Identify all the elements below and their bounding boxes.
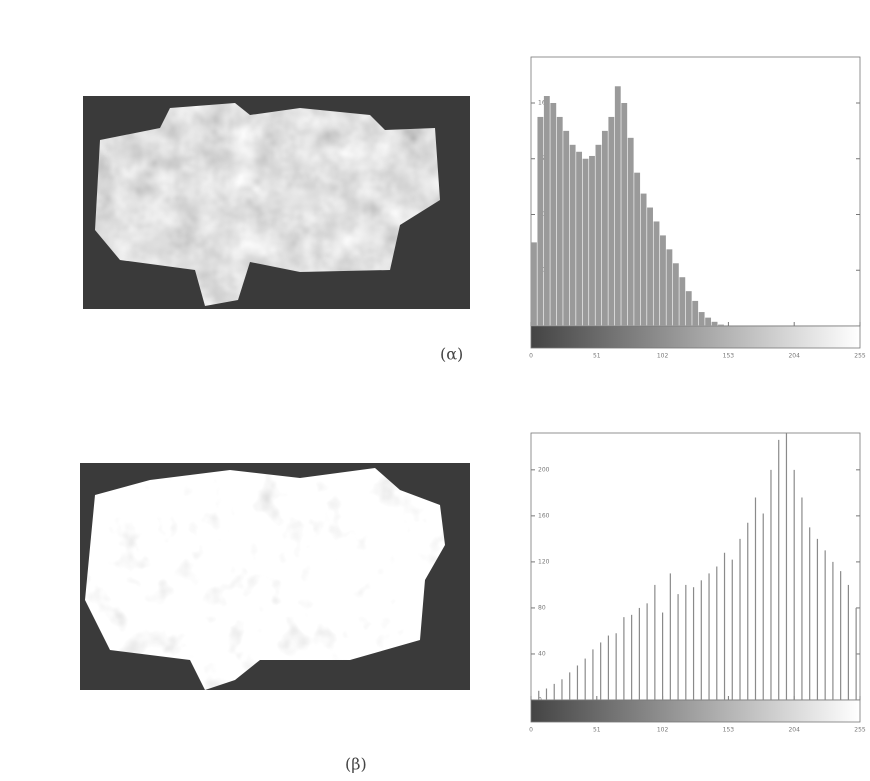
- bar: [627, 137, 634, 326]
- x-tick-label: 51: [593, 727, 601, 734]
- x-tick-label: 0: [529, 727, 533, 734]
- y-tick-label: 40: [538, 650, 546, 657]
- bar: [660, 235, 666, 326]
- bar: [666, 249, 673, 326]
- bar: [582, 158, 589, 326]
- image-region: [85, 468, 445, 690]
- x-tick-label: 102: [657, 727, 669, 734]
- x-tick-label: 153: [723, 353, 735, 360]
- bar: [543, 96, 550, 326]
- bar: [685, 291, 692, 326]
- bar: [679, 277, 686, 326]
- bar: [601, 130, 608, 326]
- bar: [672, 263, 679, 326]
- caption: (β): [345, 755, 367, 774]
- bar: [550, 102, 557, 327]
- colorbar: [530, 325, 861, 349]
- plot-frame: [530, 432, 861, 701]
- y-tick-label: 80: [538, 604, 546, 611]
- x-tick-label: 255: [854, 353, 866, 360]
- bar: [556, 116, 563, 326]
- bar: [531, 242, 537, 326]
- x-tick-label: 51: [593, 353, 601, 360]
- x-tick-label: 102: [657, 353, 669, 360]
- bar: [634, 172, 641, 326]
- bar: [589, 155, 595, 326]
- x-tick-label: 255: [854, 727, 866, 734]
- bar: [614, 86, 621, 326]
- bar: [595, 144, 602, 326]
- bar: [621, 102, 628, 327]
- x-tick-label: 153: [723, 727, 735, 734]
- bar: [711, 321, 718, 326]
- y-tick-label: 120: [538, 558, 550, 565]
- x-tick-label: 204: [788, 353, 800, 360]
- image-region: [95, 103, 440, 306]
- bar: [698, 312, 705, 326]
- bar: [569, 144, 576, 326]
- bar: [640, 193, 647, 326]
- x-tick-label: 0: [529, 353, 533, 360]
- x-tick-label: 204: [788, 727, 800, 734]
- caption: (α): [440, 345, 463, 364]
- bar: [647, 207, 653, 326]
- bar: [692, 300, 699, 326]
- bar: [653, 221, 660, 326]
- bar: [537, 116, 544, 326]
- bar: [718, 324, 724, 326]
- y-tick-label: 160: [538, 99, 550, 106]
- bar: [608, 116, 615, 326]
- bar: [576, 151, 583, 326]
- y-tick-label: 120: [538, 155, 550, 162]
- colorbar: [530, 699, 861, 723]
- y-tick-label: 160: [538, 512, 550, 519]
- bar: [705, 317, 712, 326]
- bar: [563, 130, 570, 326]
- y-tick-label: 200: [538, 466, 550, 473]
